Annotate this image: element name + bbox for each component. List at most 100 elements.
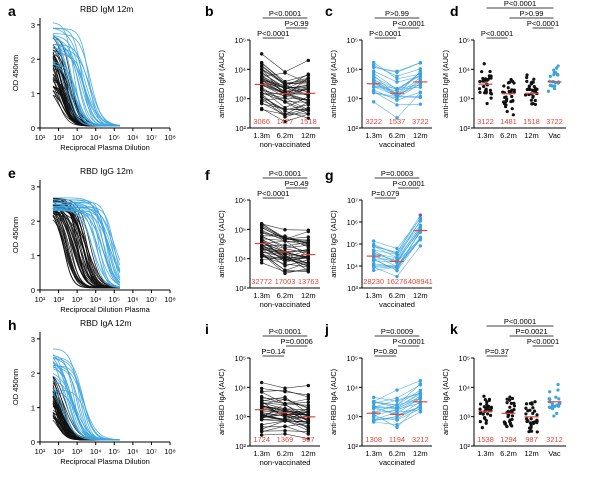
median-value: 1537 [389,117,406,126]
data-point [483,398,487,402]
data-point [371,65,376,70]
x-category-label: 1.3m [365,449,382,458]
data-point [527,430,531,434]
data-point [505,97,509,101]
figure-panels: a RBD IgM 12m 10¹ 10² 10³ 10⁴ 10⁵ 10⁶ 10⁷ 10⁸ 0 1 2 3… [8,0,566,467]
data-point [488,88,493,92]
data-point [306,82,311,86]
x-category-label: 6.2m [277,131,294,140]
median-value: 987 [302,435,315,444]
median-value: 1294 [500,435,517,444]
data-point [418,405,423,409]
panel-b: b 10² 10³ 10⁴ 10⁵ anti-RBD IgM (AUC) 1.3m 6.2m 1… [205,3,320,149]
panel-label: i [205,321,209,337]
data-point [523,93,528,97]
data-point [306,95,311,99]
median-value: 17003 [275,277,296,286]
data-point [395,255,399,260]
y-tick-label: 10³ [347,284,358,293]
curve-vaccinated [52,35,120,127]
y-tick-label: 10³ [235,284,246,293]
data-point [283,227,287,232]
data-point [510,107,514,111]
data-point [480,426,484,430]
data-point [485,101,489,106]
data-point [505,397,509,401]
data-point [259,240,264,244]
data-point [552,414,556,418]
x-tick-label: 10¹ [35,133,46,142]
data-point [530,80,534,84]
panel-d: d 10² 10³ 10⁴ 10⁵ anti-RBD IgM (AUC) 1.3m 6.2m 1… [441,0,566,140]
y-tick-label: 10³ [459,413,470,422]
group-label: vaccinated [379,300,415,309]
p-value: P<0.0001 [393,179,425,188]
x-category-label: 1.3m [365,291,382,300]
median-value: 3722 [546,117,563,126]
y-axis-label: anti-RBD IgM (AUC) [329,50,338,118]
data-point [283,99,287,104]
data-point [484,421,488,425]
data-point [550,84,554,88]
data-point [555,411,559,415]
curve-non_vaccinated [52,211,120,288]
titration-curves [52,22,120,127]
group-label: vaccinated [379,140,415,149]
y-axis-label: anti-RBD IgA (AUC) [329,368,338,435]
y-tick-label: 10² [235,442,246,451]
p-value: P<0.0001 [269,169,301,178]
y-axis-label: OD 450nm [11,369,20,405]
y-tick-label: 2 [31,217,35,226]
p-value: P=0.0021 [515,327,547,336]
chart-title: RBD IgG 12m [80,166,133,176]
median-value: 3212 [412,435,429,444]
x-category-label: 1.3m [253,449,270,458]
data-points [477,62,561,117]
data-point [512,401,516,405]
data-point [283,268,287,272]
x-tick-label: 10¹ [35,447,46,456]
data-point [418,102,423,106]
data-point [259,258,264,262]
x-tick-label: 10² [53,295,64,304]
x-category-label: 12m [413,131,428,140]
y-axis-label: OD 450nm [11,55,20,91]
data-point [371,244,376,248]
data-point [371,265,376,269]
x-category-label: 12m [524,449,539,458]
data-point [488,69,492,74]
data-point [283,412,287,417]
curve-vaccinated [53,206,120,288]
x-category-label: 6.2m [389,131,406,140]
x-tick-label: 10⁴ [90,133,102,142]
data-point [259,67,264,72]
median-value: 3066 [253,117,270,126]
data-point [259,64,264,68]
data-point [548,74,552,78]
data-point [418,396,423,401]
data-point [484,407,488,411]
data-point [482,405,486,409]
x-category-label: Vac [548,131,561,140]
data-point [306,266,311,271]
data-point [371,239,376,243]
data-point [532,89,536,93]
data-point [306,400,311,404]
data-point [418,67,423,71]
median-value: 3122 [477,117,494,126]
data-point [512,404,517,408]
p-value: P=0.80 [373,347,397,356]
y-tick-label: 0 [31,438,35,447]
median-value: 1481 [500,117,517,126]
panel-k: k 10² 10³ 10⁴ 10⁵ anti-RBD IgA (AUC) 1.3m 6.2m 1… [441,317,566,458]
y-tick-label: 3 [31,21,35,30]
p-value: P>0.99 [285,19,309,28]
donor-line [373,218,421,249]
data-point [488,413,493,417]
panel-label: b [205,3,214,19]
y-tick-label: 10⁴ [234,255,246,264]
data-point [503,104,508,109]
median-value: 28230 [363,277,384,286]
data-point [283,271,287,276]
data-point [506,86,510,90]
